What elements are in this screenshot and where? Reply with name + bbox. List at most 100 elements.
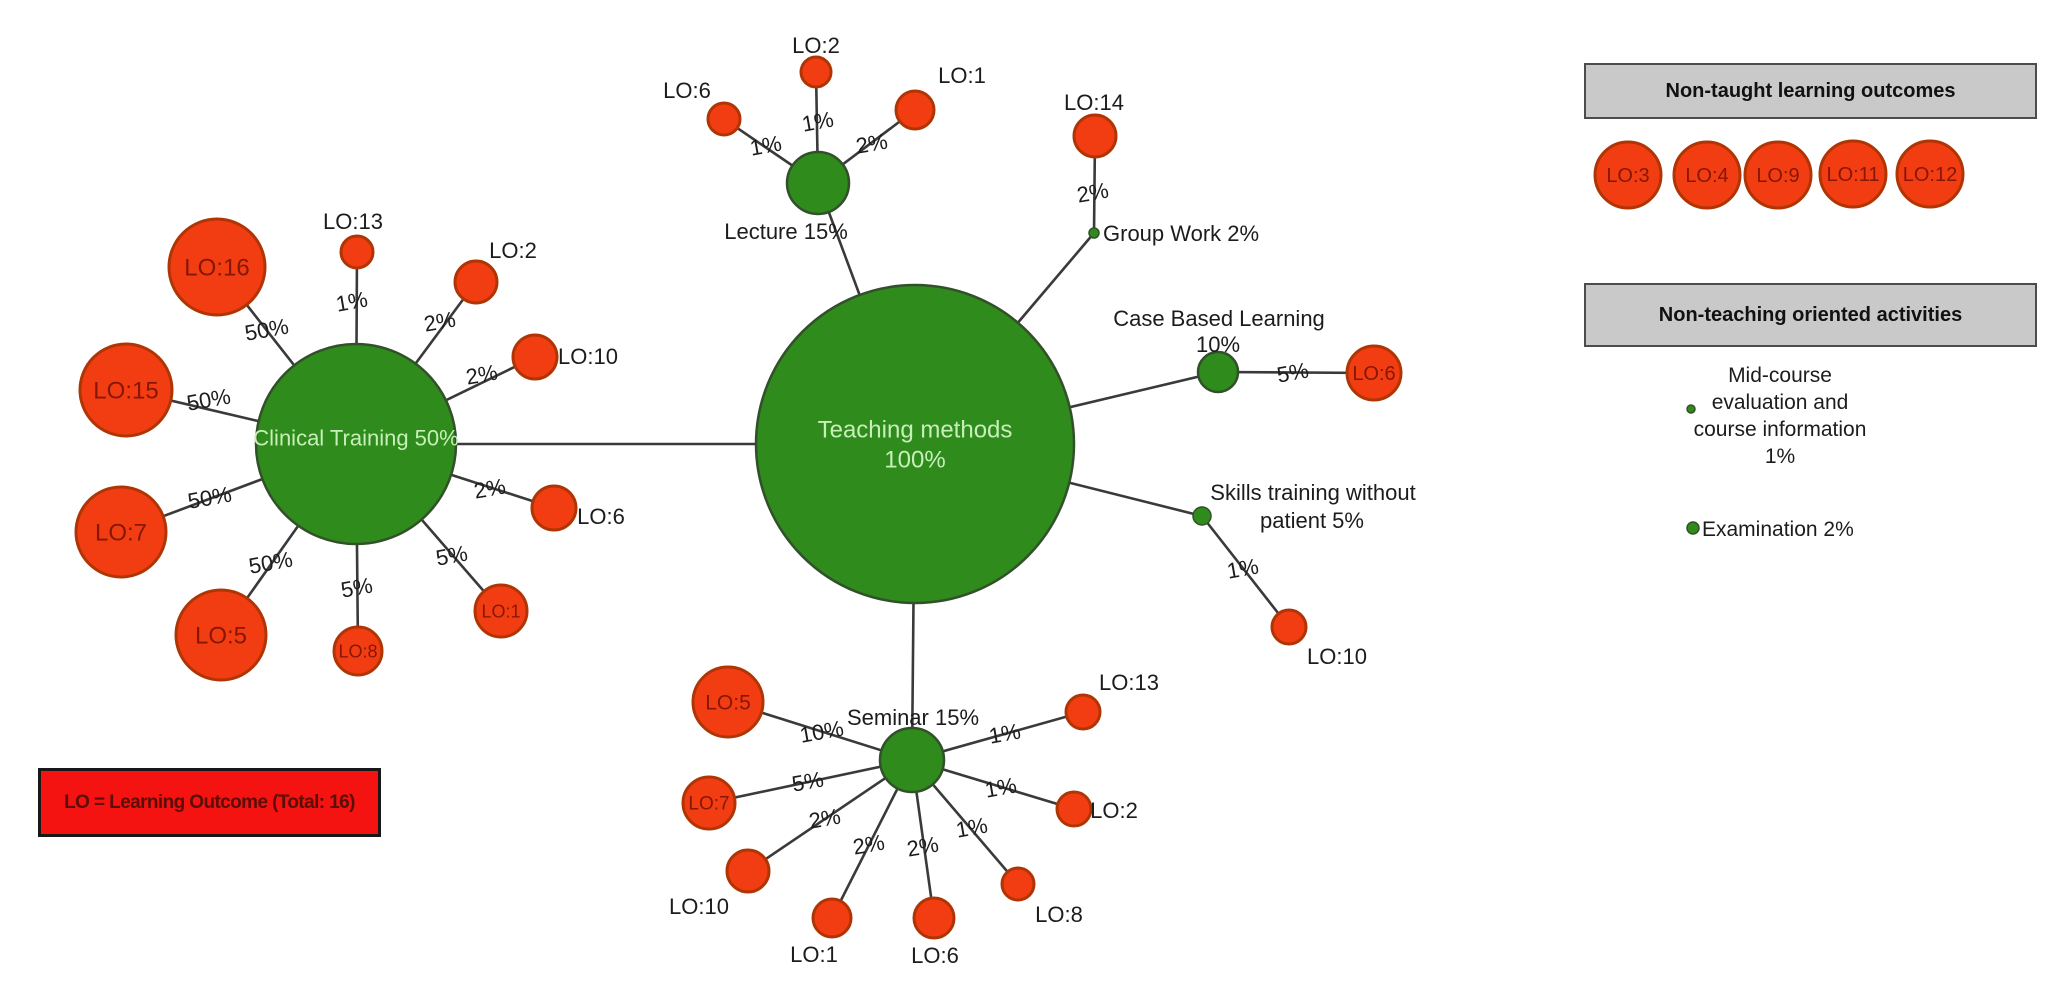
node-lo10-clinical-outcome-circle [511, 333, 559, 381]
edge-label-seminar-lo6-seminar: 2% [905, 832, 941, 862]
node-dot-midcourse-activity-circle [1686, 404, 1696, 414]
node-label-lo6-seminar: LO:6 [911, 943, 959, 968]
node-lo5-clinical-outcome-circle [174, 588, 268, 682]
edge-label-seminar-lo2-seminar: 1% [983, 773, 1019, 803]
annotation-text: 1% [1765, 445, 1795, 468]
node-lo4-panel-outcome-circle [1672, 140, 1742, 210]
node-lo2-lecture-outcome-circle [799, 55, 833, 89]
node-label-lo14-groupwork: LO:14 [1064, 90, 1124, 115]
node-lo10-seminar-outcome-circle [725, 848, 771, 894]
node-lo5-seminar-outcome-circle [691, 665, 765, 739]
node-label-lo10-seminar: LO:10 [669, 894, 729, 919]
non-taught-outcomes-header: Non-taught learning outcomes [1584, 63, 2037, 119]
edge-label-cbl-lo6-cbl: 5% [1275, 358, 1311, 388]
node-inside-label-lo8-clinical: LO:8 [338, 641, 377, 661]
node-lo7-clinical-outcome-circle [74, 485, 168, 579]
node-label-lo1-lecture: LO:1 [938, 63, 986, 88]
node-groupwork-activity-circle [1088, 227, 1100, 239]
annotation-text: evaluation and [1712, 391, 1849, 414]
node-lo9-panel-outcome-circle [1743, 140, 1813, 210]
node-label-lo6-clinical: LO:6 [577, 504, 625, 529]
edge-label-seminar-lo13-seminar: 1% [987, 719, 1023, 749]
node-inside-label-lo5-clinical: LO:5 [195, 622, 247, 649]
edge-label-lecture-lo1-lecture: 2% [854, 129, 890, 159]
node-label-lo2-seminar: LO:2 [1090, 798, 1138, 823]
node-lo10-skills-outcome-circle [1270, 608, 1308, 646]
node-inside-label-teaching: Teaching methods [818, 416, 1013, 443]
node-inside-label-lo9-panel: LO:9 [1756, 165, 1799, 187]
node-label-lo2-lecture: LO:2 [792, 33, 840, 58]
node-inside-label-lo7-seminar: LO:7 [688, 794, 729, 815]
edge-label-clinical-lo1-clinical: 5% [434, 541, 470, 571]
node-label-lo10-skills: LO:10 [1307, 644, 1367, 669]
node-dot-exam-activity-circle [1686, 521, 1700, 535]
node-lo8-clinical-outcome-circle [332, 625, 384, 677]
node-lo6-cbl-outcome-circle [1345, 344, 1403, 402]
edge-label-clinical-lo13-clinical: 1% [334, 287, 370, 317]
node-label-cbl: 10% [1196, 332, 1240, 357]
edge-skills-lo10-skills [1200, 515, 1291, 628]
node-label-lo1-seminar: LO:1 [790, 942, 838, 967]
edge-label-clinical-lo7-clinical: 50% [186, 481, 234, 513]
node-label-lo8-seminar: LO:8 [1035, 902, 1083, 927]
node-inside-label-lo12-panel: LO:12 [1903, 164, 1957, 186]
node-inside-label-clinical: Clinical Training 50% [253, 426, 458, 451]
node-inside-label-lo4-panel: LO:4 [1685, 165, 1728, 187]
annotation-text: course information [1694, 418, 1867, 441]
node-lo1-seminar-outcome-circle [811, 897, 853, 939]
legend-note: LO = Learning Outcome (Total: 16) [38, 768, 381, 837]
node-lo1-lecture-outcome-circle [894, 89, 936, 131]
edge-label-lecture-lo2-lecture: 1% [800, 107, 836, 137]
edge-label-skills-lo10-skills: 1% [1225, 554, 1261, 584]
node-seminar-activity-circle [878, 726, 946, 794]
node-lo13-clinical-outcome-circle [339, 234, 375, 270]
edge-label-seminar-lo10-seminar: 2% [807, 804, 843, 834]
node-label-skills: patient 5% [1260, 508, 1364, 533]
node-lo2-clinical-outcome-circle [453, 259, 499, 305]
node-inside-label-teaching: 100% [884, 446, 945, 473]
node-lo1-clinical-outcome-circle [473, 583, 529, 639]
edge-label-lecture-lo6-lecture: 1% [748, 131, 784, 161]
node-lo14-groupwork-outcome-circle [1072, 113, 1118, 159]
node-inside-label-lo15: LO:15 [93, 377, 158, 404]
node-label-groupwork: Group Work 2% [1103, 221, 1259, 246]
node-cbl-activity-circle [1196, 350, 1240, 394]
edge-label-clinical-lo5-clinical: 50% [247, 546, 295, 578]
node-lo8-seminar-outcome-circle [1000, 866, 1036, 902]
node-lo15-outcome-circle [78, 342, 174, 438]
node-lo6-seminar-outcome-circle [912, 896, 956, 940]
node-lo11-panel-outcome-circle [1818, 139, 1888, 209]
node-clinical-activity-circle [254, 342, 458, 546]
node-inside-label-lo7-clinical: LO:7 [95, 519, 147, 546]
node-lo16-outcome-circle [167, 217, 267, 317]
non-teaching-activities-header: Non-teaching oriented activities [1584, 283, 2037, 347]
edge-label-clinical-lo6-clinical: 2% [472, 474, 508, 504]
node-lo3-panel-outcome-circle [1593, 140, 1663, 210]
node-inside-label-lo1-clinical: LO:1 [481, 601, 520, 621]
annotation-text: Examination 2% [1702, 518, 1854, 541]
node-lo6-clinical-outcome-circle [530, 484, 578, 532]
node-teaching-activity-circle [754, 283, 1076, 605]
edge-label-groupwork-lo14-groupwork: 2% [1075, 178, 1111, 208]
edge-label-clinical-lo8-clinical: 5% [339, 573, 375, 603]
node-inside-label-lo3-panel: LO:3 [1606, 165, 1649, 187]
node-lo2-seminar-outcome-circle [1055, 790, 1093, 828]
node-lo12-panel-outcome-circle [1895, 139, 1965, 209]
node-label-skills: Skills training without [1210, 480, 1415, 505]
edge-label-seminar-lo1-seminar: 2% [851, 830, 887, 860]
node-inside-label-lo5-seminar: LO:5 [705, 691, 751, 714]
node-label-seminar: Seminar 15% [847, 705, 979, 730]
node-label-lo13-clinical: LO:13 [323, 209, 383, 234]
edge-seminar-lo7-seminar [708, 758, 913, 805]
node-lo13-seminar-outcome-circle [1064, 693, 1102, 731]
node-label-cbl: Case Based Learning [1113, 306, 1325, 331]
edge-label-seminar-lo8-seminar: 1% [954, 813, 990, 843]
edge-label-clinical-lo10-clinical: 2% [464, 360, 500, 390]
node-inside-label-lo11-panel: LO:11 [1827, 164, 1880, 186]
node-label-lo10-clinical: LO:10 [558, 344, 618, 369]
node-inside-label-lo6-cbl: LO:6 [1352, 363, 1395, 385]
node-skills-activity-circle [1192, 506, 1212, 526]
node-label-lo13-seminar: LO:13 [1099, 670, 1159, 695]
